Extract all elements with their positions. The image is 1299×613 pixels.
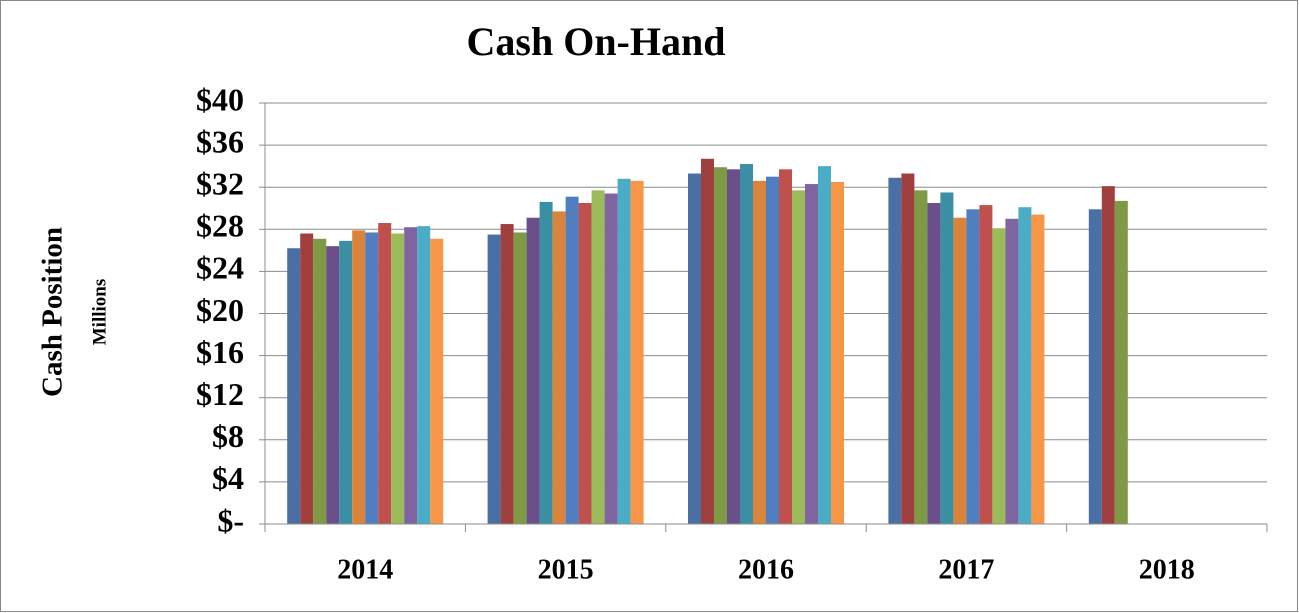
bar	[630, 180, 644, 524]
x-tick-label: 2014	[337, 554, 393, 585]
bar	[1101, 186, 1115, 524]
bar	[779, 169, 792, 524]
y-axis-label: Cash Position	[37, 227, 69, 397]
y-tick-label: $16	[196, 334, 244, 370]
bar	[831, 181, 844, 524]
bar	[818, 166, 831, 524]
bar	[805, 184, 818, 525]
bar	[378, 222, 392, 525]
bar	[526, 217, 540, 524]
x-tick-label: 2015	[538, 554, 594, 585]
bar	[417, 226, 431, 524]
bar	[578, 202, 592, 525]
bar	[740, 164, 753, 525]
bar	[287, 248, 301, 524]
bar	[888, 177, 902, 525]
bar	[927, 202, 941, 525]
x-tick-label: 2018	[1139, 554, 1195, 585]
bar	[966, 209, 980, 525]
bar	[500, 224, 514, 524]
bar	[714, 167, 727, 524]
chart-title: Cash On-Hand	[467, 19, 726, 64]
bar	[487, 234, 501, 524]
x-tick-label: 2016	[738, 554, 794, 585]
bar	[766, 176, 779, 525]
y-tick-label: $40	[196, 81, 244, 117]
y-tick-label: $4	[212, 460, 244, 496]
bar	[604, 193, 618, 524]
bar	[1005, 218, 1019, 524]
y-tick-label: $32	[196, 166, 244, 202]
bar	[1018, 207, 1032, 524]
bar	[539, 201, 553, 524]
bar	[300, 233, 314, 524]
bar	[753, 180, 766, 524]
bar	[313, 238, 327, 524]
y-tick-label: $20	[196, 292, 244, 328]
bar	[1114, 200, 1128, 524]
bar	[617, 178, 631, 524]
bar	[901, 173, 915, 524]
bar	[430, 238, 444, 524]
y-axis-sublabel: Millions	[89, 279, 110, 346]
x-tick-label: 2017	[938, 554, 994, 585]
y-tick-label: $24	[196, 250, 244, 286]
bar	[701, 158, 714, 524]
bar	[326, 246, 340, 524]
bar	[352, 230, 366, 525]
bar	[1031, 214, 1045, 524]
bar	[339, 240, 353, 524]
bar	[1088, 209, 1102, 525]
bar	[992, 228, 1006, 524]
y-tick-label: $8	[212, 418, 244, 454]
bar	[792, 190, 805, 525]
bar	[404, 227, 418, 524]
bar	[688, 173, 701, 524]
bar	[552, 211, 566, 524]
bar	[565, 196, 579, 525]
bar	[953, 217, 967, 524]
y-tick-label: $-	[217, 502, 244, 538]
bar	[914, 190, 928, 525]
bar	[391, 233, 405, 524]
bar	[513, 232, 527, 524]
bar	[591, 190, 605, 525]
bar	[979, 205, 993, 524]
y-tick-label: $12	[196, 376, 244, 412]
bar	[940, 192, 954, 524]
y-tick-label: $28	[196, 208, 244, 244]
bar	[365, 232, 379, 524]
y-tick-label: $36	[196, 123, 244, 159]
bar	[727, 169, 740, 524]
